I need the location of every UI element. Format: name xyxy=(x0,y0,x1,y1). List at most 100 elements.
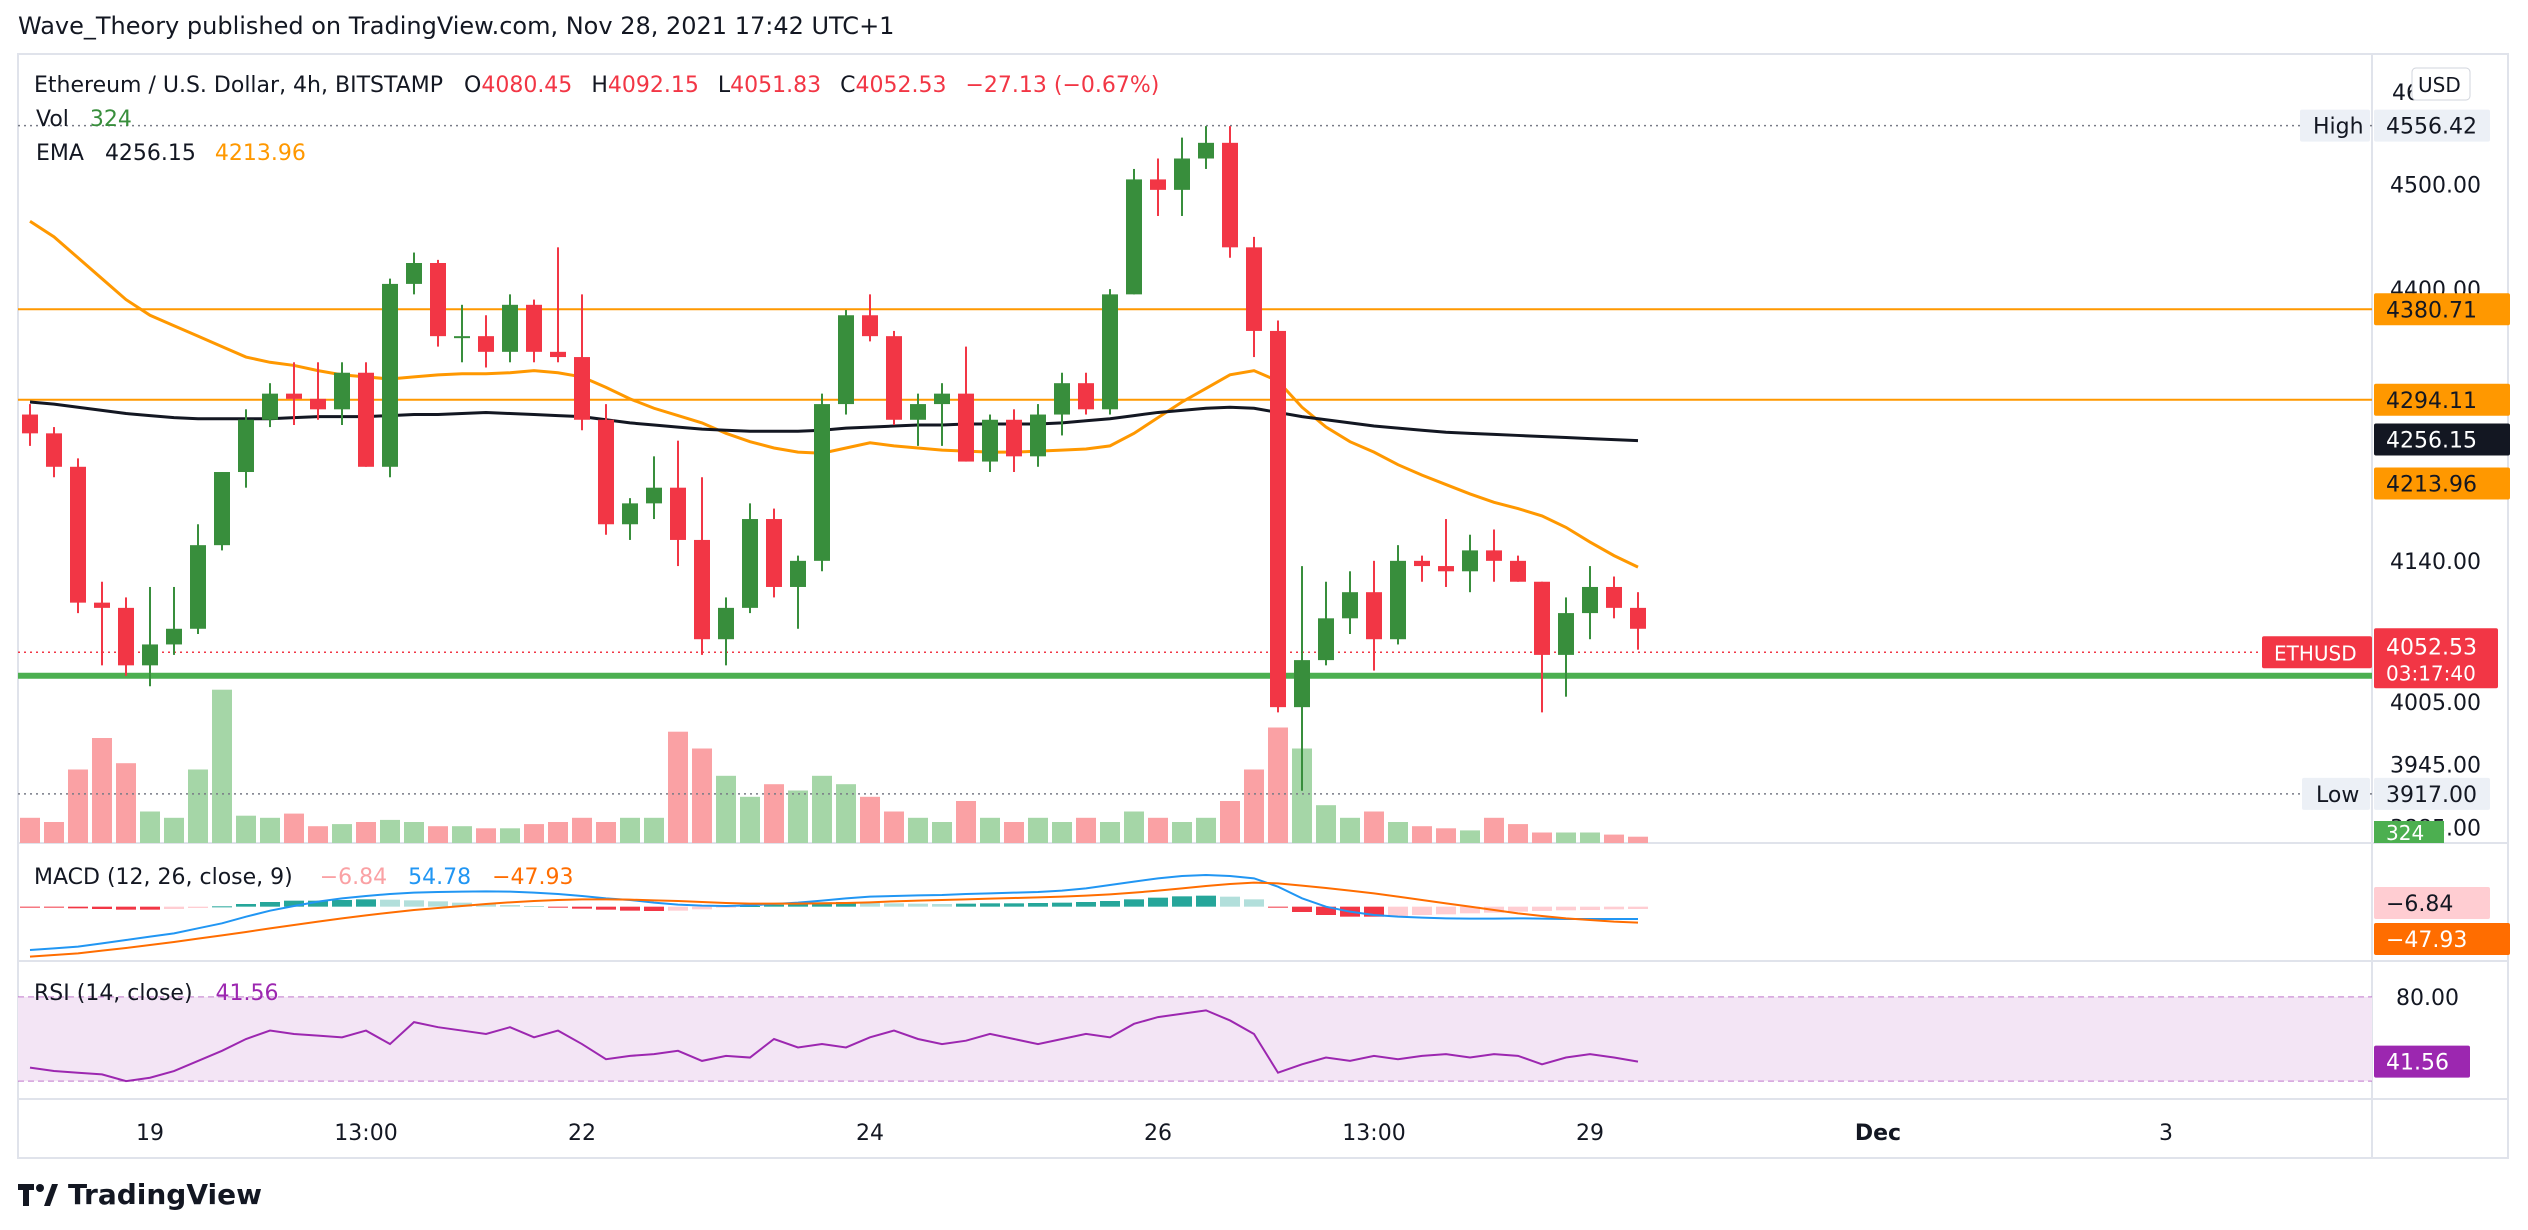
candle-body xyxy=(886,336,902,420)
ema-fast-line xyxy=(29,219,1639,569)
volume-bar xyxy=(332,824,352,843)
macd-hist-bar xyxy=(860,902,880,907)
symbol-tag: ETHUSD xyxy=(2274,641,2357,665)
candle-body xyxy=(262,393,278,420)
volume-badge: 324 xyxy=(2386,821,2424,845)
last-price-label: 4052.53 xyxy=(2386,635,2477,660)
rsi-last-badge: 41.56 xyxy=(2386,1051,2449,1076)
macd-legend: MACD (12, 26, close, 9) −6.84 54.78 −47.… xyxy=(34,865,574,890)
volume-bar xyxy=(524,824,544,843)
candle-body xyxy=(1558,613,1574,655)
macd-hist-bar xyxy=(476,904,496,907)
candle-body xyxy=(406,263,422,284)
candle-body xyxy=(1390,560,1406,640)
macd-hist-bar xyxy=(140,906,160,910)
volume-bar xyxy=(92,738,112,843)
volume-bar xyxy=(1460,830,1480,843)
candle-body xyxy=(1606,586,1622,608)
ema-slow-badge-bg xyxy=(2374,423,2510,456)
candle-body xyxy=(1270,330,1286,708)
candle-body xyxy=(718,607,734,640)
macd-hist-bar xyxy=(764,904,784,907)
macd-hist-bar xyxy=(716,906,736,908)
resistance-badge-1-bg xyxy=(2374,293,2510,326)
candle-body xyxy=(1462,550,1478,572)
candle-body xyxy=(430,263,446,337)
candlesticks xyxy=(22,126,1646,791)
high-tag: High xyxy=(2313,115,2364,140)
volume-bar xyxy=(500,828,520,843)
macd-hist-bar xyxy=(812,902,832,907)
macd-hist-badge-bg xyxy=(2374,887,2490,919)
macd-hist-bar xyxy=(164,906,184,909)
candle-body xyxy=(574,357,590,420)
macd-hist-bar xyxy=(44,906,64,908)
macd-hist-bar xyxy=(1028,903,1048,907)
rsi-tick-label: 80.00 xyxy=(2396,986,2459,1011)
rsi-last-badge-bg xyxy=(2374,1045,2470,1078)
volume-bar xyxy=(1580,832,1600,843)
volume-bar xyxy=(1316,805,1336,843)
volume-bar xyxy=(740,796,760,843)
candle-body xyxy=(1438,566,1454,572)
candle-body xyxy=(910,404,926,420)
candle-body xyxy=(838,315,854,405)
macd-hist-bar xyxy=(740,906,760,907)
candle-body xyxy=(598,419,614,525)
candle-body xyxy=(1102,294,1118,410)
candle-body xyxy=(1582,586,1598,614)
macd-hist-bar xyxy=(932,904,952,907)
candle-body xyxy=(550,351,566,358)
volume-bar xyxy=(836,784,856,843)
rsi-legend-value: 41.56 xyxy=(216,981,279,1006)
volume-bar xyxy=(1172,822,1192,843)
rsi-legend-label: RSI (14, close) xyxy=(34,981,193,1006)
volume-bar xyxy=(1244,769,1264,843)
low-price-badge: 3917.00 xyxy=(2386,783,2477,808)
volume-bar xyxy=(1412,826,1432,843)
candle-body xyxy=(286,393,302,399)
legend-line-1: Ethereum / U.S. Dollar, 4h, BITSTAMP O 40… xyxy=(34,73,1159,98)
price-tick-label: 4140.00 xyxy=(2390,550,2481,575)
candle-body xyxy=(1318,618,1334,661)
countdown-label: 03:17:40 xyxy=(2386,661,2476,685)
volume-bar xyxy=(1484,817,1504,843)
macd-hist-bar xyxy=(1628,906,1648,909)
volume-bar xyxy=(668,731,688,843)
volume-bar xyxy=(1028,817,1048,843)
volume-bar xyxy=(1628,836,1648,843)
macd-hist-bar xyxy=(1412,906,1432,915)
low-tag: Low xyxy=(2316,783,2359,808)
macd-hist-bar xyxy=(284,900,304,907)
legend-symbol: Ethereum / U.S. Dollar, 4h, BITSTAMP xyxy=(34,73,443,98)
macd-hist-bar xyxy=(1076,902,1096,907)
macd-hist-bar xyxy=(1436,906,1456,915)
candle-body xyxy=(190,545,206,629)
macd-hist-bar xyxy=(548,906,568,908)
volume-bar xyxy=(1340,817,1360,843)
volume-badge-bg xyxy=(2374,821,2444,843)
volume-bar xyxy=(1364,811,1384,843)
legend-low-value: 4051.83 xyxy=(730,73,821,98)
volume-bar xyxy=(452,826,472,843)
volume-bar xyxy=(596,822,616,843)
macd-hist-bar xyxy=(524,906,544,907)
volume-bar xyxy=(716,775,736,843)
macd-hist-bar xyxy=(356,899,376,907)
price-tick-label: 4500.00 xyxy=(2390,174,2481,199)
legend-open-label: O xyxy=(464,73,481,98)
time-tick-label: 24 xyxy=(856,1121,884,1146)
macd-hist-bar xyxy=(668,906,688,911)
legend-high-label: H xyxy=(591,73,608,98)
high-price-badge-bg xyxy=(2374,109,2490,142)
macd-hist-bar xyxy=(1172,896,1192,907)
volume-bar xyxy=(164,817,184,843)
macd-hist-bar xyxy=(116,906,136,910)
macd-pane xyxy=(20,873,1648,958)
macd-hist-bar xyxy=(380,899,400,907)
volume-bar xyxy=(980,817,1000,843)
macd-hist-bar xyxy=(956,903,976,907)
signal-line xyxy=(29,881,1639,958)
candle-body xyxy=(982,419,998,462)
